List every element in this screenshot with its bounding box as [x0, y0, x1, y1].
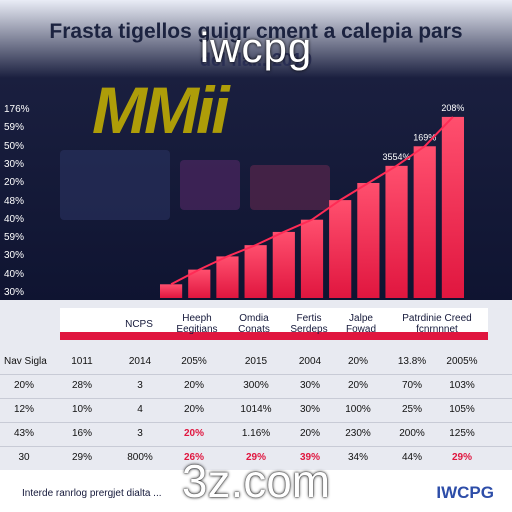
table-cell: 1.16%: [241, 428, 271, 439]
table-cell: 10%: [71, 404, 92, 415]
table-cell: 20%: [13, 380, 34, 391]
y-tick-label: 50%: [4, 140, 25, 152]
chart-bar: [216, 256, 239, 298]
table-cell: Nav Sigla: [4, 356, 47, 367]
y-tick-label: 30%: [4, 250, 25, 262]
table-cell: 205%: [181, 356, 207, 367]
y-tick-label: 40%: [4, 213, 25, 225]
y-tick-label: 30%: [4, 287, 25, 298]
table-cell: 200%: [399, 428, 425, 439]
table-cell: 125%: [449, 428, 475, 439]
table-cell: 16%: [71, 428, 92, 439]
table-header-cell: Heeph Eegitians: [176, 313, 218, 335]
footer: Interde ranrlog prergjet dialta ... IWCP…: [0, 470, 512, 512]
bar-chart: 3554%169% 208%: [160, 103, 464, 298]
table-row-divider: [0, 398, 512, 399]
table-header-cell: [60, 308, 110, 340]
background-screen: [250, 165, 330, 210]
table-cell: 43%: [13, 428, 34, 439]
table-cell: 20%: [347, 356, 368, 367]
chart-bar: [188, 269, 211, 298]
table-row-divider: [0, 374, 512, 375]
y-tick-label: 30%: [4, 158, 25, 170]
chart-bar: [413, 146, 436, 298]
table-cell: 70%: [401, 380, 422, 391]
y-tick-label: 176%: [4, 104, 30, 115]
chart-bar: [160, 284, 183, 298]
table-cell: 20%: [183, 404, 204, 415]
table-cell: 100%: [345, 404, 371, 415]
bar-data-label: 3554%: [383, 152, 411, 162]
table-cell: 28%: [71, 380, 92, 391]
bar-data-label: 208%: [441, 103, 464, 113]
table-cell: 26%: [183, 452, 204, 463]
table-cell: 39%: [299, 452, 320, 463]
footer-note: Interde ranrlog prergjet dialta ...: [22, 488, 162, 499]
table-cell: 300%: [243, 380, 269, 391]
table-cell: 12%: [13, 404, 34, 415]
table-header-cell: Omdia Conats: [238, 313, 270, 335]
table-cell: 3: [137, 380, 143, 391]
table-cell: 3: [137, 428, 143, 439]
table-cell: 2015: [244, 356, 268, 367]
table-cell: 230%: [345, 428, 371, 439]
table-header-cell: Fertis Serdeps: [290, 313, 328, 335]
table-cell: 1014%: [240, 404, 272, 415]
table-cell: 20%: [183, 428, 204, 439]
table-cell: 34%: [347, 452, 368, 463]
table-cell: 29%: [245, 452, 266, 463]
data-table: NCPS Heeph Eegitians Omdia Conats Fertis Se…: [0, 300, 512, 471]
chart-title: Frasta tigellos guigr cment a calepia pa…: [49, 20, 463, 43]
y-tick-label: 59%: [4, 122, 25, 134]
y-tick-label: 40%: [4, 268, 25, 280]
table-cell: 1011: [71, 356, 93, 367]
table-header-accent: [60, 332, 488, 340]
watermark-text-top: iwcpg: [199, 24, 313, 71]
background-logo: MMii: [92, 73, 230, 147]
background-screen: [180, 160, 240, 210]
table-cell: 4: [137, 404, 143, 415]
background-screen: [60, 150, 170, 220]
table-cell: 2014: [128, 356, 152, 367]
chart-bar: [357, 182, 380, 298]
y-tick-label: 20%: [4, 177, 25, 189]
table-cell: 20%: [347, 380, 368, 391]
chart-bar: [272, 231, 295, 298]
table-cell: 20%: [299, 428, 320, 439]
chart-bar: [244, 245, 267, 298]
table-header-cell: Patrdinie Creed fcnrnnnet: [402, 313, 472, 335]
chart-panel: MMii Frasta tigellos guigr cment a calep…: [0, 0, 512, 300]
footer-brand-logo: IWCPG: [436, 483, 494, 502]
table-cell: 20%: [183, 380, 204, 391]
table-cell: 44%: [401, 452, 422, 463]
chart-bar: [385, 165, 408, 298]
watermark-text-bottom: 3z.com: [181, 455, 331, 507]
table-cell: 2005%: [446, 356, 478, 367]
table-cell: 105%: [449, 404, 475, 415]
table-cell: 13.8%: [397, 356, 427, 367]
table-row-divider: [0, 446, 512, 447]
table-cell: 2004: [298, 356, 322, 367]
table-cell: 29%: [451, 452, 472, 463]
table-header-cell: NCPS: [125, 318, 153, 330]
table-cell: 103%: [449, 380, 475, 391]
trend-line: [170, 116, 454, 286]
y-tick-label: 59%: [4, 232, 25, 244]
chart-bar: [300, 219, 324, 298]
table-cell: 30: [18, 452, 30, 463]
bar-data-label: 169%: [413, 132, 436, 142]
table-row-divider: [0, 422, 512, 423]
table-cell: 800%: [127, 452, 153, 463]
chart-subtitle: del fla... 2019: [199, 50, 313, 70]
table-cell: 25%: [401, 404, 422, 415]
table-header-cell: Jalpe Fowad: [345, 313, 376, 335]
table-cell: 30%: [299, 380, 320, 391]
chart-bar: [441, 116, 464, 298]
y-tick-label: 48%: [4, 195, 25, 207]
table-cell: 29%: [71, 452, 92, 463]
table-cell: 30%: [299, 404, 320, 415]
chart-bar: [329, 200, 352, 298]
